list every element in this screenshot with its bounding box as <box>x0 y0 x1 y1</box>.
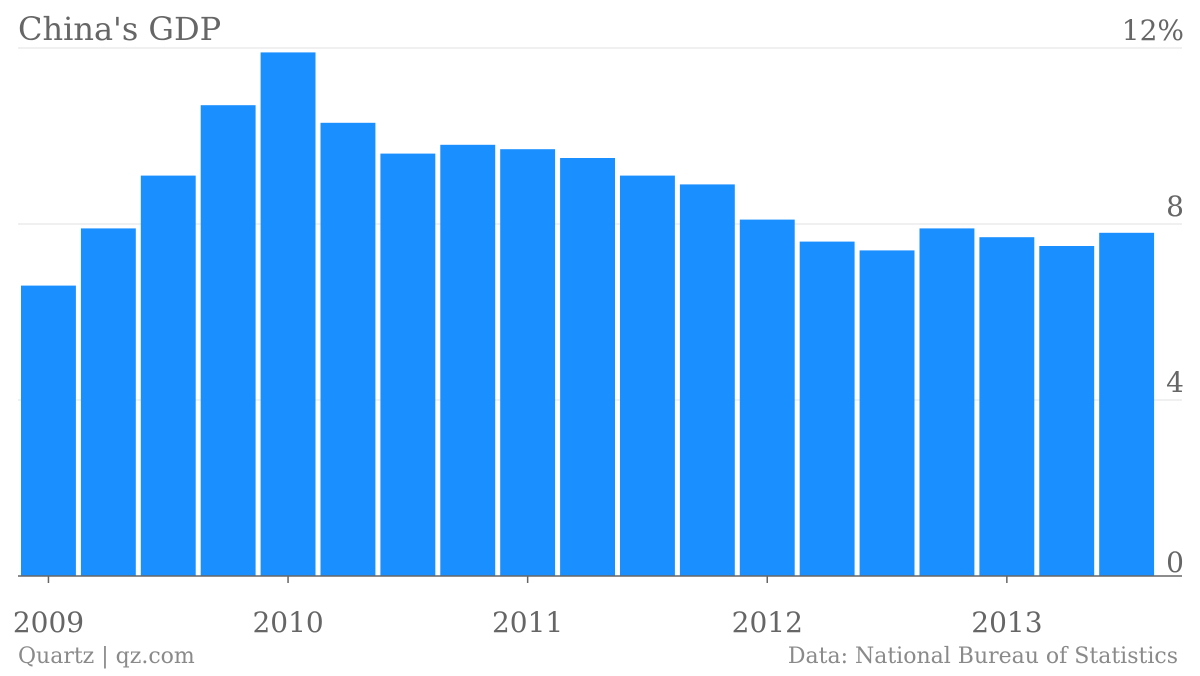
bar <box>140 175 196 576</box>
y-tick-label: 0 <box>1166 546 1184 579</box>
y-tick-label: 4 <box>1166 366 1184 399</box>
bar <box>320 122 376 577</box>
bars <box>21 52 1155 577</box>
bar <box>919 228 975 576</box>
x-tick-label: 2010 <box>252 606 323 639</box>
bar <box>859 250 915 576</box>
x-axis <box>18 575 1182 583</box>
bar <box>979 237 1035 576</box>
bar <box>380 153 436 576</box>
bar <box>200 105 256 576</box>
x-tick-label: 2012 <box>732 606 803 639</box>
bar <box>620 175 675 576</box>
bar <box>1099 232 1155 577</box>
source-label: Data: National Bureau of Statistics <box>787 644 1178 669</box>
bar <box>1039 246 1095 576</box>
bar <box>679 184 735 576</box>
chart-title: China's GDP <box>18 10 222 48</box>
bar <box>560 158 615 576</box>
bar <box>739 219 795 576</box>
credit-label: Quartz | qz.com <box>18 644 195 669</box>
bar <box>799 241 855 576</box>
y-tick-label: 8 <box>1166 190 1184 223</box>
bar <box>260 52 316 576</box>
bar <box>21 285 76 576</box>
x-tick-label: 2011 <box>492 606 563 639</box>
bar <box>80 228 136 576</box>
bar <box>440 144 496 577</box>
x-tick-label: 2009 <box>13 606 84 639</box>
x-tick-labels: 2009 2010 2011 2012 2013 <box>13 606 1043 639</box>
x-tick-label: 2013 <box>971 606 1042 639</box>
y-tick-label: 12% <box>1122 14 1184 47</box>
bar <box>500 149 556 576</box>
y-tick-labels: 0 4 8 12% <box>1122 14 1184 579</box>
